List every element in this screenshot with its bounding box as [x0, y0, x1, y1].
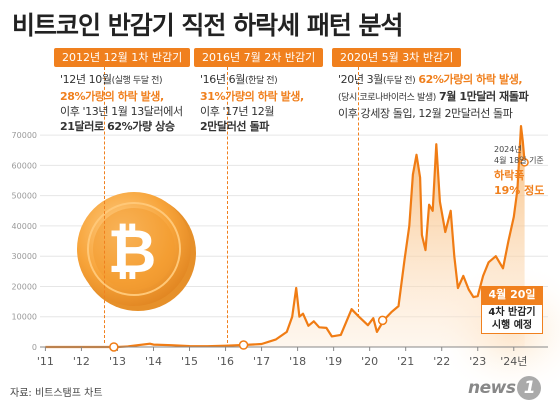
news1-logo: news 1	[468, 376, 542, 400]
current-drop-label: 하락폭	[494, 169, 525, 182]
x-tick-label: '15	[181, 355, 198, 368]
x-tick-label: '17	[253, 355, 270, 368]
halving-marker-3	[377, 315, 388, 326]
x-tick-label: '14	[145, 355, 162, 368]
halving-markers	[109, 158, 529, 352]
halving-1-callout: '12년 10월(실행 두달 전) 28%가량의 하락 발생, 이후 '13년 …	[60, 72, 183, 134]
y-tick-label: 40000	[12, 222, 37, 231]
y-axis-ticks: 0 10000 20000 30000 40000 50000 60000 70000	[12, 131, 37, 352]
y-tick-label: 0	[32, 343, 37, 352]
halving-marker-2	[238, 340, 249, 350]
next-halving-status: 시행 예정	[491, 320, 533, 331]
x-tick-label: '21	[397, 355, 414, 368]
y-tick-label: 70000	[12, 131, 37, 140]
h2-rise: 2만달러선 돌파	[200, 120, 270, 133]
bitcoin-coin-icon: ₿	[77, 192, 196, 311]
x-tick-label: '16	[217, 355, 234, 368]
x-tick-label: '24년	[500, 355, 527, 368]
x-tick-label: '19	[325, 355, 342, 368]
y-tick-label: 60000	[12, 161, 37, 170]
x-tick-label: '11	[37, 355, 54, 368]
h3-date-note: (두달 전)	[382, 76, 416, 86]
x-tick-label: '13	[109, 355, 126, 368]
h1-date: '12년 10월	[60, 73, 112, 86]
h3-recover: 7월 1만달러 재돌파	[438, 90, 529, 103]
halving-3-badge: 2020년 5월 3차 반감기	[332, 48, 462, 67]
x-tick-label: '20	[361, 355, 378, 368]
next-halving-note: 4차 반감기 시행 예정	[481, 304, 543, 334]
halving-marker-1	[109, 342, 119, 352]
halving-3-guide	[358, 67, 359, 317]
halving-1-badge: 2012년 12월 1차 반감기	[54, 48, 191, 67]
next-halving-date: 4월 20일	[481, 286, 543, 304]
halving-1-guide	[104, 67, 105, 343]
source-credit: 자료: 비트스탬프 차트	[10, 388, 103, 399]
y-tick-label: 50000	[12, 192, 37, 201]
current-drop: 하락폭 19% 정도	[494, 168, 544, 198]
halving-3-callout: '20년 3월(두달 전) 62%가량의 하락 발생, (당시 코로나바이러스 …	[338, 72, 529, 121]
x-tick-label: '22	[433, 355, 450, 368]
next-halving-label: 4차 반감기	[488, 307, 536, 318]
h2-after: 이후 '17년 12월	[200, 105, 275, 118]
current-date: 4월 18일 기준	[494, 156, 544, 165]
h3-date: '20년 3월	[338, 73, 383, 86]
h1-rise: 21달러로 62%가량 상승	[60, 120, 175, 133]
h2-drop: 31%가량의 하락 발생,	[200, 90, 304, 103]
h2-date: '16년 6월	[200, 73, 245, 86]
h3-cause: (당시 코로나바이러스 발생)	[338, 93, 436, 103]
current-year: 2024년	[494, 145, 522, 154]
h2-date-note: (한달 전)	[244, 76, 278, 86]
halving-2-badge: 2016년 7월 2차 반감기	[194, 48, 324, 67]
price-line	[45, 125, 526, 349]
h1-after: 이후 '13년 1월 13달러에서	[60, 105, 183, 118]
logo-text: news	[468, 378, 516, 398]
x-tick-label: '12	[73, 355, 90, 368]
current-price-marker	[520, 158, 529, 167]
h1-drop: 28%가량의 하락 발생,	[60, 90, 164, 103]
y-tick-label: 20000	[12, 282, 37, 291]
y-tick-label: 10000	[12, 313, 37, 322]
current-date-note: 2024년 4월 18일 기준	[494, 144, 544, 166]
x-tick-label: '23	[469, 355, 486, 368]
current-drop-value: 19% 정도	[494, 184, 545, 197]
h3-drop: 62%가량의 하락 발생,	[418, 73, 523, 86]
x-axis-ticks: '11 '12 '13 '14 '15 '16 '17 '18 '19 '20 '21 '22 '23 '…	[37, 347, 527, 368]
logo-mark: 1	[517, 376, 542, 400]
x-tick-label: '18	[289, 355, 306, 368]
h1-date-note: (실행 두달 전)	[111, 76, 163, 86]
price-area	[45, 126, 525, 347]
y-tick-label: 30000	[12, 252, 37, 261]
page-title: 비트코인 반감기 직전 하락세 패턴 분석	[12, 11, 404, 40]
h3-after: 이후 강세장 돌입, 12월 2만달러선 돌파	[338, 107, 513, 120]
halving-2-callout: '16년 6월(한달 전) 31%가량의 하락 발생, 이후 '17년 12월 …	[200, 72, 304, 134]
halving-2-guide	[227, 67, 228, 343]
svg-text:₿: ₿	[108, 217, 157, 287]
